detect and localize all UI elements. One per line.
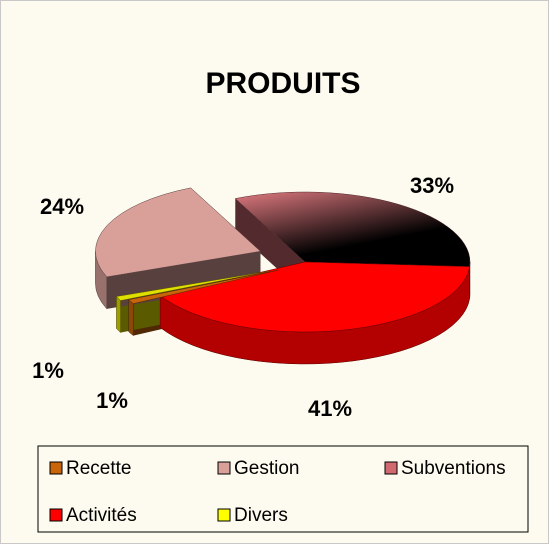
legend-label: Subventions	[401, 458, 506, 479]
legend-swatch	[50, 462, 62, 474]
legend-swatch	[50, 509, 62, 521]
slice-side	[129, 300, 134, 336]
legend-label: Recette	[66, 458, 131, 479]
chart-title: PRODUITS	[205, 67, 360, 100]
legend-label: Gestion	[234, 458, 299, 479]
slice-side	[116, 297, 120, 333]
data-label: 41%	[308, 396, 352, 421]
data-label: 1%	[96, 388, 128, 413]
data-label: 1%	[32, 358, 64, 383]
legend-label: Divers	[234, 505, 288, 526]
legend-label: Activités	[66, 505, 137, 526]
data-label: 33%	[410, 173, 454, 198]
legend-swatch	[385, 462, 397, 474]
legend-swatch	[218, 462, 230, 474]
data-label: 24%	[40, 194, 84, 219]
legend-swatch	[218, 509, 230, 521]
